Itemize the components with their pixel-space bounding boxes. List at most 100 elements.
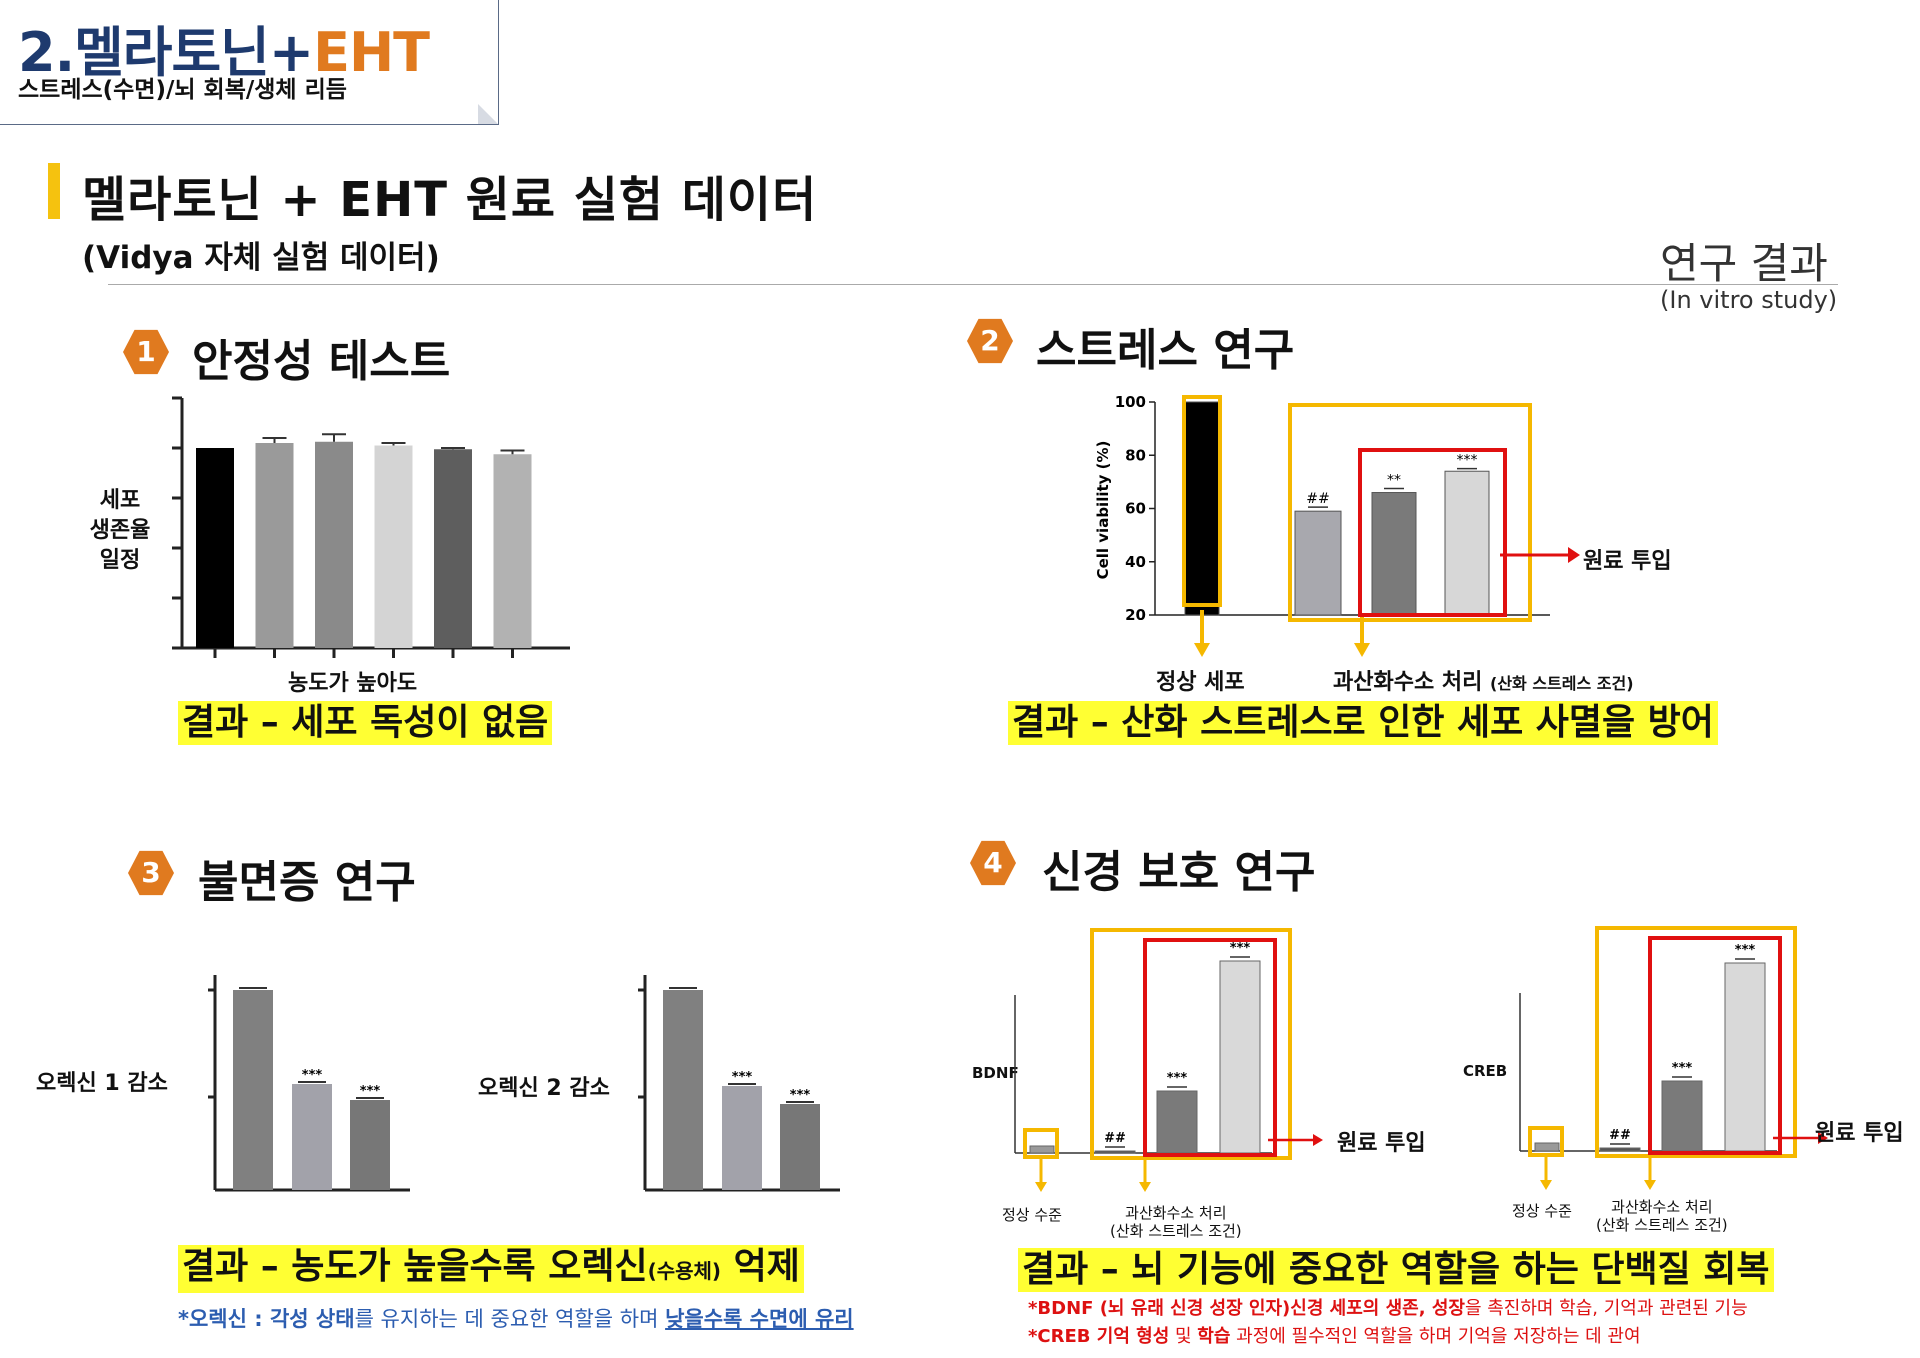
header-title: 2.멜라토닌+EHT <box>18 21 430 84</box>
bar <box>434 449 472 648</box>
creb-treat-label: 과산화수소 처리 (산화 스트레스 조건) <box>1596 1198 1728 1234</box>
treatment-label: 과산화수소 처리 (산화 스트레스 조건) <box>1333 670 1634 695</box>
bar <box>1444 470 1490 616</box>
bar <box>1294 510 1342 616</box>
creb-arrow-label: 원료 투입 <box>1815 1121 1904 1146</box>
section-number-badge: 2 <box>967 318 1013 364</box>
down-arrow-head <box>1035 1182 1047 1192</box>
down-arrow-head <box>1540 1180 1552 1190</box>
creb-chart: ## *** *** <box>1519 926 1828 1190</box>
material-highlight-box <box>1648 936 1782 1155</box>
down-arrow-head <box>1644 1180 1656 1190</box>
significance-mark: *** <box>1457 453 1478 469</box>
significance-mark: *** <box>360 1084 381 1099</box>
creb-normal-label: 정상 수준 <box>1512 1202 1572 1220</box>
down-arrow-head <box>1354 643 1370 657</box>
significance-mark: *** <box>790 1088 811 1103</box>
page-subtitle: (Vidya 자체 실험 데이터) <box>82 240 440 276</box>
creb-label: CREB <box>1463 1062 1508 1080</box>
bdnf-treat-label: 과산화수소 처리 (산화 스트레스 조건) <box>1110 1204 1242 1240</box>
bdnf-note: *BDNF (뇌 유래 신경 성장 인자)신경 세포의 생존, 성장을 촉진하며… <box>1028 1298 1748 1319</box>
orexin2-chart: *** *** <box>638 975 840 1192</box>
bar <box>780 1104 820 1190</box>
bdnf-normal-label: 정상 수준 <box>1002 1206 1062 1224</box>
arrow-label: 원료 투입 <box>1583 549 1672 574</box>
bar <box>350 1100 390 1190</box>
treatment-highlight-box <box>1595 926 1797 1158</box>
treatment-highlight-box <box>1090 928 1292 1160</box>
results-label: 연구 결과 <box>1660 239 1828 288</box>
section-heading: 스트레스 연구 <box>1036 325 1295 376</box>
y-axis-label: Cell viability (%) <box>1094 441 1112 580</box>
bar <box>292 1084 332 1190</box>
bar <box>255 443 294 648</box>
bdnf-arrow-label: 원료 투입 <box>1337 1131 1426 1156</box>
section-heading: 안정성 테스트 <box>192 336 451 387</box>
bar <box>722 1086 762 1190</box>
bar <box>1534 1142 1560 1152</box>
bar <box>1029 1145 1055 1154</box>
section-number-badge: 3 <box>128 850 174 896</box>
bar <box>1724 962 1766 1152</box>
result-banner: 결과 – 세포 독성이 없음 <box>178 701 553 745</box>
result-banner: 결과 – 산화 스트레스로 인한 세포 사멸을 방어 <box>1008 701 1718 745</box>
y-tick-label: 20 <box>1125 606 1146 624</box>
orexin1-chart: *** *** <box>208 975 410 1192</box>
significance-mark: *** <box>1735 943 1756 958</box>
y-tick-label: 60 <box>1125 500 1146 518</box>
bar <box>374 445 413 648</box>
treatment-highlight-box <box>1288 403 1532 622</box>
orexin1-label: 오렉신 1 감소 <box>36 1071 168 1096</box>
orexin2-label: 오렉신 2 감소 <box>478 1076 610 1101</box>
bdnf-label: BDNF <box>972 1064 1019 1082</box>
bar <box>1599 1147 1641 1152</box>
result-banner: 결과 – 농도가 높을수록 오렉신(수용체) 억제 <box>178 1245 804 1293</box>
significance-mark: *** <box>1167 1071 1188 1086</box>
bar <box>1156 1090 1198 1154</box>
significance-mark: *** <box>1672 1061 1693 1076</box>
stability-chart <box>172 396 570 658</box>
bar <box>1661 1080 1703 1152</box>
down-arrow-head <box>1194 643 1210 657</box>
chart-ylabel: 세포 생존율 일정 <box>89 488 151 573</box>
header-tab <box>0 0 499 125</box>
bar <box>196 448 234 648</box>
arrow-head <box>1313 1134 1323 1146</box>
arrow-head <box>1568 547 1580 563</box>
result-banner: 결과 – 뇌 기능에 중요한 역할을 하는 단백질 회복 <box>1018 1248 1774 1292</box>
bar <box>1371 492 1417 616</box>
chart-xlabel: 농도가 높아도 <box>288 671 418 696</box>
significance-mark: ** <box>1387 473 1401 489</box>
bar <box>315 441 353 648</box>
significance-mark: ## <box>1104 1131 1126 1146</box>
significance-mark: *** <box>732 1070 753 1085</box>
header-fold-corner <box>478 104 498 124</box>
section-number-badge: 4 <box>970 840 1016 886</box>
y-tick-label: 80 <box>1125 446 1146 464</box>
results-sublabel: (In vitro study) <box>1660 286 1838 314</box>
title-accent-bar <box>48 163 60 219</box>
section-heading: 불면증 연구 <box>198 857 416 908</box>
bdnf-chart: ## *** *** <box>1014 928 1323 1192</box>
normal-highlight-box <box>1182 395 1222 607</box>
down-arrow-head <box>1139 1182 1151 1192</box>
y-tick-label: 40 <box>1125 553 1146 571</box>
page-title: 멜라토닌 + EHT 원료 실험 데이터 <box>82 172 818 228</box>
bar <box>663 990 703 1190</box>
significance-mark: *** <box>1230 941 1251 956</box>
significance-mark: ## <box>1306 491 1329 507</box>
arrow-head <box>1818 1132 1828 1144</box>
creb-note: *CREB 기억 형성 및 학습 과정에 필수적인 역할을 하며 기억을 저장하… <box>1028 1326 1641 1347</box>
bar <box>233 990 273 1190</box>
significance-mark: *** <box>302 1068 323 1083</box>
significance-mark: ## <box>1609 1128 1631 1143</box>
material-highlight-box <box>1358 448 1507 617</box>
section-heading: 신경 보호 연구 <box>1042 847 1316 898</box>
orexin-note: *오렉신 : 각성 상태를 유지하는 데 중요한 역할을 하며 낮을수록 수면에… <box>178 1307 854 1331</box>
normal-cell-label: 정상 세포 <box>1156 670 1245 695</box>
bar <box>493 454 532 648</box>
bar <box>1184 401 1220 616</box>
orexin-note-link: 낮을수록 수면에 유리 <box>665 1307 854 1331</box>
section-number-badge: 1 <box>123 329 169 375</box>
